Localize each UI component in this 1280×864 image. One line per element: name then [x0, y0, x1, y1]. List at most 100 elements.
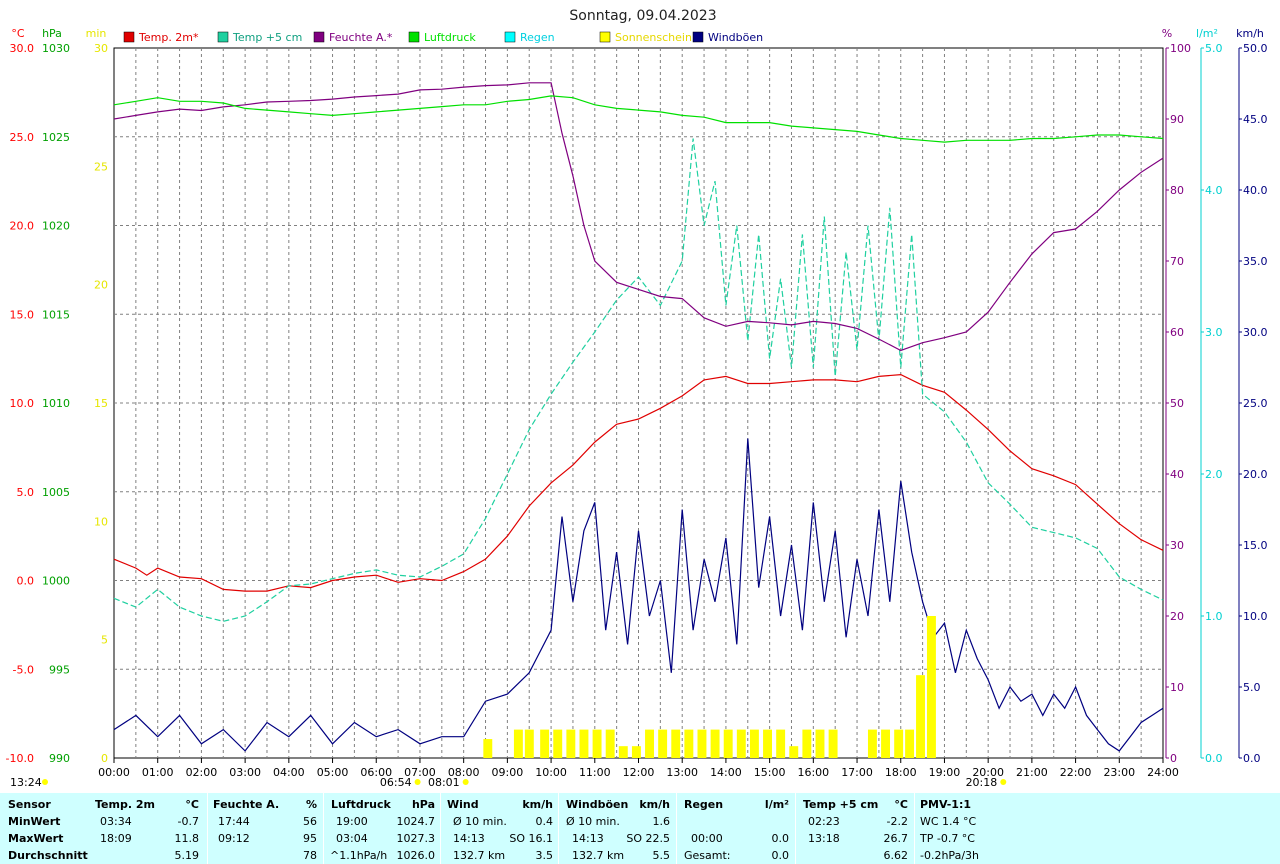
humidity-max-time: 09:12 — [218, 832, 250, 845]
sunshine-bar — [592, 729, 602, 758]
sunshine-bar — [789, 746, 799, 758]
humidity-avg: 78 — [303, 849, 317, 862]
pressure-tick-label: 990 — [49, 752, 70, 765]
temp-tick-label: 20.0 — [10, 220, 35, 233]
temp-axis-unit: °C — [11, 27, 25, 40]
sunshine-bar — [631, 746, 641, 758]
sunshine-bar — [916, 675, 925, 758]
x-tick-label: 14:00 — [710, 766, 742, 779]
legend-swatch — [599, 31, 611, 43]
pressure-axis-unit: hPa — [42, 27, 62, 40]
label-min: MinWert — [8, 815, 61, 828]
pmv-title: PMV-1:1 — [920, 798, 971, 811]
chart-title: Sonntag, 09.04.2023 — [569, 8, 716, 24]
stats-rain: Regen l/m² 00:00 0.0 Gesamt: 0.0 — [677, 793, 795, 864]
temp-tick-label: 0.0 — [17, 575, 35, 588]
sunshine-bar — [828, 729, 838, 758]
wind-tick-label: 5.0 — [1243, 681, 1261, 694]
sunshine-bar — [736, 729, 746, 758]
legend-swatch — [123, 31, 135, 43]
sunshine-bar — [513, 729, 523, 758]
x-tick-label: 15:00 — [754, 766, 786, 779]
humidity-line — [113, 82, 1164, 352]
wind-tick-label: 15.0 — [1243, 539, 1268, 552]
annotation-label: 06:54 — [380, 776, 412, 789]
wind-tick-label: 35.0 — [1243, 255, 1268, 268]
humidity-tick-label: 80 — [1170, 184, 1184, 197]
pressure-tick-label: 1000 — [42, 575, 70, 588]
sunshine-bar — [710, 729, 720, 758]
wind-unit: km/h — [522, 798, 553, 811]
humidity-unit: % — [305, 798, 317, 811]
series-layer — [113, 82, 1164, 758]
legend-label: Windböen — [708, 31, 763, 44]
temp5cm-title: Temp +5 cm — [803, 798, 879, 811]
pressure-tick-label: 1010 — [42, 397, 70, 410]
x-tick-label: 23:00 — [1103, 766, 1135, 779]
x-tick-label: 20:00 — [972, 766, 1004, 779]
stats-gusts: Windböen km/h Ø 10 min. 1.6 14:13 SO 22.… — [559, 793, 676, 864]
gusts-avg10-value: 1.6 — [652, 815, 671, 828]
annotation-label: 20:18 — [966, 776, 998, 789]
legend: Temp. 2m* Temp +5 cm Feuchte A.* Luftdruck R… — [123, 31, 763, 44]
temp2m-line — [113, 373, 1164, 592]
x-tick-label: 13:00 — [666, 766, 698, 779]
wind-distance: 132.7 km — [453, 849, 506, 862]
humidity-tick-label: 20 — [1170, 610, 1184, 623]
sunshine-bar — [579, 729, 589, 758]
temp5cm-max: 26.7 — [883, 832, 909, 845]
sunshine-tick-label: 0 — [101, 752, 108, 765]
sunshine-bar — [671, 729, 681, 758]
x-tick-label: 08:00 — [448, 766, 480, 779]
axes: 00:00 01:00 02:00 03:00 04:00 05:00 06:00 07:00… — [6, 27, 1268, 779]
annotation-label: 13:24 — [10, 776, 42, 789]
sun-marker — [1000, 779, 1007, 785]
humidity-tick-label: 100 — [1170, 42, 1191, 55]
pressure-max-time: 03:04 — [336, 832, 368, 845]
pressure-trend: ^1.1hPa/h — [330, 849, 388, 862]
temp-tick-label: -5.0 — [13, 663, 34, 676]
wind-avg10-value: 0.4 — [535, 815, 554, 828]
sunshine-bar — [894, 729, 904, 758]
legend-swatch — [408, 31, 420, 43]
temp2m-title: Temp. 2m — [95, 798, 155, 811]
x-tick-label: 24:00 — [1147, 766, 1179, 779]
stats-temp5cm: Temp +5 cm °C 02:23 -2.2 13:18 26.7 6.62 — [796, 793, 914, 864]
sunshine-tick-label: 20 — [94, 279, 108, 292]
pressure-min-time: 19:00 — [336, 815, 368, 828]
humidity-min-time: 17:44 — [218, 815, 250, 828]
x-tick-label: 18:00 — [885, 766, 917, 779]
wind-tick-label: 30.0 — [1243, 326, 1268, 339]
pressure-tick-label: 1015 — [42, 308, 70, 321]
rain-max-value: 0.0 — [771, 832, 790, 845]
humidity-tick-label: 40 — [1170, 468, 1184, 481]
x-tick-label: 16:00 — [797, 766, 829, 779]
pressure-min: 1024.7 — [396, 815, 436, 828]
stats-row-labels: Sensor MinWert MaxWert Durchschnitt — [0, 793, 88, 864]
pressure-unit: hPa — [411, 798, 435, 811]
label-avg: Durchschnitt — [8, 849, 88, 862]
legend-swatch — [692, 31, 704, 43]
sunshine-bar — [684, 729, 694, 758]
sunshine-bar — [483, 739, 493, 758]
temp2m-min: -0.7 — [177, 815, 199, 828]
pressure-tick-label: 1025 — [42, 131, 70, 144]
stats-temp2m: Temp. 2m °C 03:34 -0.7 18:09 11.8 5.19 — [87, 793, 207, 864]
gusts-avg: 5.5 — [652, 849, 671, 862]
x-tick-label: 17:00 — [841, 766, 873, 779]
temp-tick-label: 5.0 — [17, 486, 35, 499]
temp5cm-avg: 6.62 — [883, 849, 909, 862]
sunshine-bar — [905, 729, 915, 758]
legend-label: Feuchte A.* — [329, 31, 393, 44]
rain-tick-label: 4.0 — [1205, 184, 1223, 197]
wind-max-value: SO 16.1 — [509, 832, 553, 845]
temp2m-min-time: 03:34 — [100, 815, 132, 828]
temp-tick-label: 15.0 — [10, 308, 35, 321]
legend-label: Sonnenschein — [615, 31, 692, 44]
x-tick-label: 22:00 — [1060, 766, 1092, 779]
stats-pmv: PMV-1:1 WC 1.4 °C TP -0.7 °C -0.2hPa/3h — [915, 793, 1045, 864]
sunshine-bar — [553, 729, 563, 758]
rain-tick-label: 0.0 — [1205, 752, 1223, 765]
legend-swatch — [217, 31, 229, 43]
x-tick-label: 05:00 — [317, 766, 349, 779]
